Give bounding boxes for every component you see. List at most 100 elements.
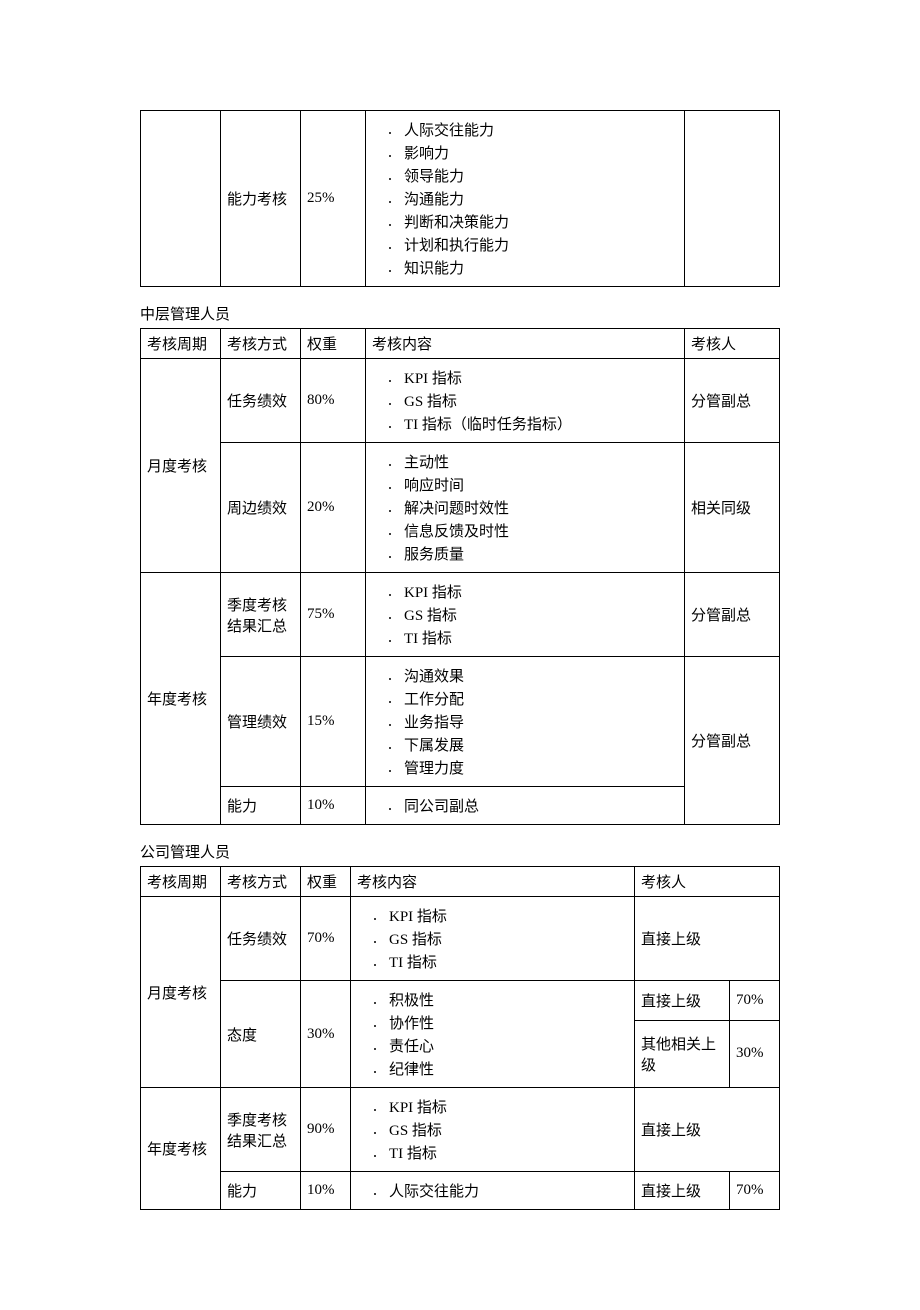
list-item: GS 指标 <box>400 390 678 411</box>
cell-period <box>141 111 221 287</box>
header-period: 考核周期 <box>141 867 221 897</box>
cell-reviewer: 直接上级 <box>634 1172 729 1210</box>
cell-reviewer <box>685 111 780 287</box>
cell-weight: 70% <box>301 897 351 981</box>
list-item: GS 指标 <box>385 928 628 949</box>
cell-weight: 90% <box>301 1088 351 1172</box>
cell-method: 季度考核结果汇总 <box>221 1088 301 1172</box>
cell-method: 态度 <box>221 981 301 1088</box>
bullet-list: KPI 指标 GS 指标 TI 指标 <box>385 1096 628 1163</box>
table-row: 能力 10% 人际交往能力 直接上级 70% <box>141 1172 780 1210</box>
bullet-list: KPI 指标 GS 指标 TI 指标 <box>385 905 628 972</box>
list-item: 积极性 <box>385 989 628 1010</box>
header-method: 考核方式 <box>221 329 301 359</box>
cell-reviewer: 直接上级 <box>634 1088 779 1172</box>
header-reviewer: 考核人 <box>634 867 779 897</box>
cell-content: KPI 指标 GS 指标 TI 指标 <box>351 897 635 981</box>
table-row: 管理绩效 15% 沟通效果 工作分配 业务指导 下属发展 管理力度 分管副总 <box>141 657 780 787</box>
list-item: KPI 指标 <box>385 905 628 926</box>
table-row: 能力考核 25% 人际交往能力 影响力 领导能力 沟通能力 判断和决策能力 计划… <box>141 111 780 287</box>
list-item: TI 指标 <box>385 951 628 972</box>
table-row: 月度考核 任务绩效 80% KPI 指标 GS 指标 TI 指标（临时任务指标）… <box>141 359 780 443</box>
cell-method: 能力 <box>221 787 301 825</box>
cell-weight: 20% <box>301 443 366 573</box>
cell-content: 同公司副总 <box>366 787 685 825</box>
cell-method: 能力 <box>221 1172 301 1210</box>
cell-reviewer: 直接上级 <box>634 981 729 1021</box>
cell-reviewer-pct: 30% <box>729 1020 779 1087</box>
list-item: TI 指标 <box>400 627 678 648</box>
list-item: 同公司副总 <box>400 795 678 816</box>
list-item: 管理力度 <box>400 757 678 778</box>
header-period: 考核周期 <box>141 329 221 359</box>
list-item: 主动性 <box>400 451 678 472</box>
list-item: 解决问题时效性 <box>400 497 678 518</box>
cell-weight: 10% <box>301 1172 351 1210</box>
list-item: 沟通效果 <box>400 665 678 686</box>
cell-content: 人际交往能力 <box>351 1172 635 1210</box>
cell-weight: 10% <box>301 787 366 825</box>
list-item: 人际交往能力 <box>400 119 678 140</box>
list-item: 响应时间 <box>400 474 678 495</box>
table-ability-fragment: 能力考核 25% 人际交往能力 影响力 领导能力 沟通能力 判断和决策能力 计划… <box>140 110 780 287</box>
list-item: 纪律性 <box>385 1058 628 1079</box>
bullet-list: 积极性 协作性 责任心 纪律性 <box>385 989 628 1079</box>
list-item: GS 指标 <box>385 1119 628 1140</box>
cell-method: 季度考核结果汇总 <box>221 573 301 657</box>
list-item: 协作性 <box>385 1012 628 1033</box>
list-item: KPI 指标 <box>400 367 678 388</box>
cell-content: KPI 指标 GS 指标 TI 指标（临时任务指标） <box>366 359 685 443</box>
list-item: TI 指标 <box>385 1142 628 1163</box>
cell-content: KPI 指标 GS 指标 TI 指标 <box>351 1088 635 1172</box>
list-item: KPI 指标 <box>400 581 678 602</box>
table-row: 年度考核 季度考核结果汇总 90% KPI 指标 GS 指标 TI 指标 直接上… <box>141 1088 780 1172</box>
list-item: 下属发展 <box>400 734 678 755</box>
header-content: 考核内容 <box>351 867 635 897</box>
bullet-list: 主动性 响应时间 解决问题时效性 信息反馈及时性 服务质量 <box>400 451 678 564</box>
cell-reviewer: 分管副总 <box>685 657 780 825</box>
table-header-row: 考核周期 考核方式 权重 考核内容 考核人 <box>141 329 780 359</box>
section-title-mid-mgmt: 中层管理人员 <box>140 303 780 324</box>
cell-weight: 75% <box>301 573 366 657</box>
cell-reviewer: 其他相关上级 <box>634 1020 729 1087</box>
bullet-list: 人际交往能力 <box>385 1180 628 1201</box>
cell-period: 月度考核 <box>141 359 221 573</box>
cell-reviewer-pct: 70% <box>729 1172 779 1210</box>
list-item: 工作分配 <box>400 688 678 709</box>
cell-content: 积极性 协作性 责任心 纪律性 <box>351 981 635 1088</box>
list-item: 服务质量 <box>400 543 678 564</box>
table-row: 能力 10% 同公司副总 <box>141 787 780 825</box>
cell-method: 管理绩效 <box>221 657 301 787</box>
cell-reviewer: 直接上级 <box>634 897 779 981</box>
list-item: GS 指标 <box>400 604 678 625</box>
cell-content: 主动性 响应时间 解决问题时效性 信息反馈及时性 服务质量 <box>366 443 685 573</box>
cell-reviewer: 分管副总 <box>685 573 780 657</box>
table-row: 月度考核 任务绩效 70% KPI 指标 GS 指标 TI 指标 直接上级 <box>141 897 780 981</box>
cell-method: 周边绩效 <box>221 443 301 573</box>
list-item: 影响力 <box>400 142 678 163</box>
list-item: 人际交往能力 <box>385 1180 628 1201</box>
list-item: 沟通能力 <box>400 188 678 209</box>
header-weight: 权重 <box>301 867 351 897</box>
table-row: 周边绩效 20% 主动性 响应时间 解决问题时效性 信息反馈及时性 服务质量 相… <box>141 443 780 573</box>
list-item: 信息反馈及时性 <box>400 520 678 541</box>
table-mid-mgmt: 考核周期 考核方式 权重 考核内容 考核人 月度考核 任务绩效 80% KPI … <box>140 328 780 825</box>
cell-reviewer: 相关同级 <box>685 443 780 573</box>
cell-period: 年度考核 <box>141 573 221 825</box>
header-weight: 权重 <box>301 329 366 359</box>
bullet-list: 同公司副总 <box>400 795 678 816</box>
table-header-row: 考核周期 考核方式 权重 考核内容 考核人 <box>141 867 780 897</box>
cell-period: 月度考核 <box>141 897 221 1088</box>
list-item: 业务指导 <box>400 711 678 732</box>
list-item: KPI 指标 <box>385 1096 628 1117</box>
cell-weight: 30% <box>301 981 351 1088</box>
cell-content: KPI 指标 GS 指标 TI 指标 <box>366 573 685 657</box>
list-item: 领导能力 <box>400 165 678 186</box>
bullet-list: KPI 指标 GS 指标 TI 指标 <box>400 581 678 648</box>
table-row: 年度考核 季度考核结果汇总 75% KPI 指标 GS 指标 TI 指标 分管副… <box>141 573 780 657</box>
bullet-list: KPI 指标 GS 指标 TI 指标（临时任务指标） <box>400 367 678 434</box>
cell-weight: 15% <box>301 657 366 787</box>
list-item: 判断和决策能力 <box>400 211 678 232</box>
cell-content: 人际交往能力 影响力 领导能力 沟通能力 判断和决策能力 计划和执行能力 知识能… <box>366 111 685 287</box>
cell-content: 沟通效果 工作分配 业务指导 下属发展 管理力度 <box>366 657 685 787</box>
